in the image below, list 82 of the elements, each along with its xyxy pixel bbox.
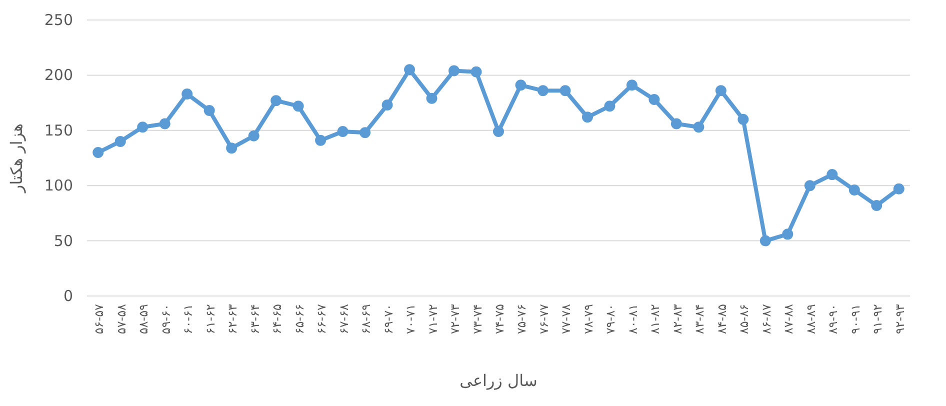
xtick: ۵۷-۵۸ [114,304,128,334]
point [582,112,593,123]
point [515,80,526,91]
point [537,85,548,96]
xtick: ۶۱-۶۲ [203,304,218,334]
xtick: ۶۵-۶۶ [292,304,306,334]
xtick: ۷۸-۷۹ [581,304,596,334]
xtick: ۷۳-۷۴ [470,304,484,334]
xtick: ۶۲-۶۳ [226,304,240,334]
xtick: ۶۹-۷۰ [381,304,396,334]
xtick: ۵۶-۵۷ [92,304,106,334]
xtick: ۸۰-۸۱ [626,304,640,334]
xtick: ۶۸-۶۹ [359,304,374,334]
xtick: ۷۶-۷۷ [536,304,551,334]
xtick: ۷۱-۷۲ [426,304,440,334]
point [382,100,393,111]
xtick: ۸۸-۸۹ [804,304,818,334]
xtick: ۸۴-۸۵ [714,304,729,334]
ytick: 100 [44,176,73,195]
point [626,80,638,91]
xtick: ۸۷-۸۸ [782,304,796,334]
point [848,184,860,196]
xtick: ۸۶-۸۷ [759,304,774,334]
point [248,130,260,142]
xtick: ۷۲-۷۳ [448,304,462,334]
point [404,64,416,76]
point [448,65,460,76]
xlabel: سال زراعی [460,371,538,390]
xtick: ۷۰-۷۱ [404,304,418,334]
point [226,142,238,154]
xtick: ۷۴-۷۵ [492,304,506,334]
point [670,118,682,130]
point [426,92,438,104]
point [360,127,371,138]
xtick: ۶۷-۶۸ [336,304,351,334]
ytick: 50 [54,232,73,250]
point [204,105,215,116]
point [137,122,148,133]
xtick: ۷۷-۷۸ [559,304,574,334]
xtick: ۶۴-۶۵ [270,304,284,334]
ytick: 200 [44,66,73,84]
point [337,126,348,138]
point [493,126,504,138]
point [648,94,660,105]
point [804,180,816,192]
point [826,169,838,180]
point [560,85,571,96]
xtick: ۸۳-۸۴ [692,304,707,334]
point [693,122,704,133]
xtick: ۸۲-۸۳ [670,304,684,334]
xtick: ۸۵-۸۶ [737,304,752,334]
ylabel: هزار هکتار [7,123,26,193]
xtick: ۶۰-۶۱ [181,304,196,334]
xtick: ۶۶-۶۷ [314,304,329,334]
point [114,136,126,147]
point [182,88,193,100]
ytick: 0 [63,287,73,305]
point [315,134,326,146]
point [92,146,104,158]
xtick: ۶۳-۶۴ [248,304,262,334]
point [159,118,170,130]
xtick: ۹۰-۹۱ [848,304,862,334]
xtick: ۸۹-۹۰ [826,304,840,334]
point [270,95,282,106]
point [782,228,794,240]
xtick: ۷۵-۷۶ [514,304,529,334]
xtick: ۹۲-۹۳ [892,304,907,334]
xtick: ۵۸-۵۹ [136,304,151,334]
point [893,183,904,194]
point [738,114,749,125]
xtick: ۷۹-۸۰ [604,304,618,334]
point [470,66,482,78]
xtick: ۵۹-۶۰ [158,304,173,334]
xtick: ۸۱-۸۲ [648,304,662,334]
ytick: 150 [44,121,73,140]
xtick: ۹۱-۹۲ [870,304,885,334]
point [760,235,771,246]
point [292,100,304,112]
point [871,200,882,211]
ytick: 250 [44,11,73,29]
point [715,85,726,96]
point [604,100,616,112]
